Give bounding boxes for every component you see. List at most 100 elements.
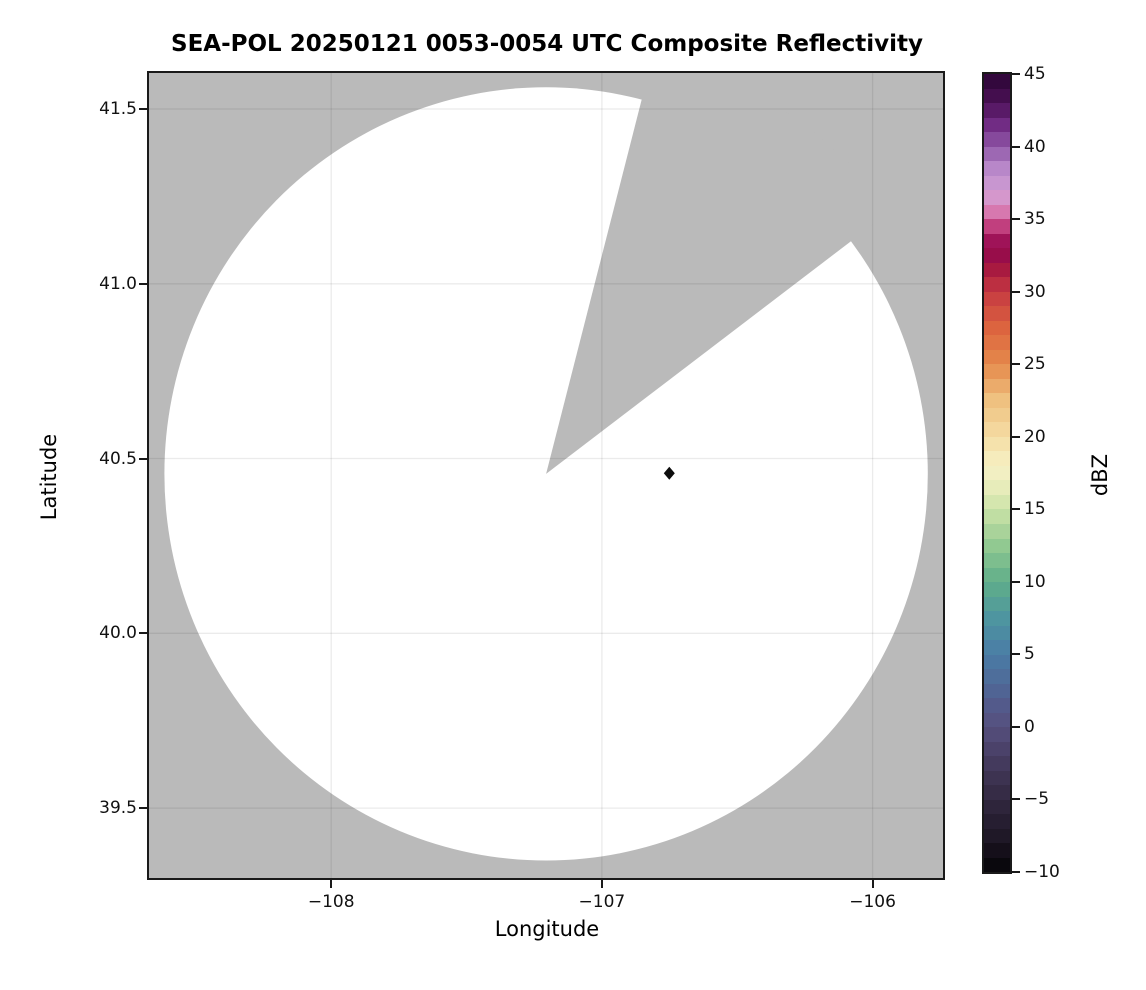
colorbar-band	[984, 219, 1010, 234]
colorbar-band	[984, 378, 1010, 394]
colorbar-band	[984, 538, 1010, 554]
colorbar-band	[984, 146, 1010, 162]
colorbar-band	[984, 349, 1010, 365]
colorbar-band	[984, 436, 1010, 452]
x-axis-label: Longitude	[494, 917, 600, 941]
colorbar-band	[984, 857, 1010, 873]
colorbar-band	[984, 596, 1010, 612]
colorbar-tick-mark	[1012, 73, 1020, 75]
colorbar-tick-label: −10	[1024, 862, 1060, 882]
colorbar-band	[984, 582, 1010, 597]
colorbar-tick-mark	[1012, 290, 1020, 293]
blocked-sector-wedge	[546, 73, 891, 474]
map-plot-area	[147, 71, 945, 880]
colorbar-tick-mark	[1012, 653, 1020, 656]
colorbar-band	[984, 625, 1010, 641]
colorbar-band	[984, 669, 1010, 684]
colorbar-band	[984, 335, 1010, 350]
colorbar-band	[984, 814, 1010, 829]
colorbar-band	[984, 756, 1010, 771]
colorbar-band	[984, 74, 1010, 89]
colorbar-band	[984, 248, 1010, 263]
colorbar-tick-label: 40	[1024, 136, 1046, 157]
colorbar-band	[984, 451, 1010, 466]
colorbar-band	[984, 465, 1010, 481]
colorbar-band	[984, 480, 1010, 495]
colorbar-band	[984, 132, 1010, 147]
colorbar-band	[984, 683, 1010, 699]
colorbar-tick-mark	[1012, 363, 1020, 366]
colorbar-tick-label: 35	[1024, 209, 1046, 230]
colorbar-band	[984, 117, 1010, 133]
colorbar-band	[984, 291, 1010, 307]
colorbar-band	[984, 654, 1010, 670]
radar-data-point-marker	[663, 466, 675, 480]
y-tick-mark	[139, 108, 147, 110]
colorbar-tick-mark	[1012, 580, 1020, 583]
x-tick-label: −107	[578, 892, 626, 912]
x-tick-label: −108	[307, 892, 355, 912]
radar-coverage-map	[149, 73, 943, 878]
colorbar-tick-label: 30	[1024, 281, 1046, 302]
colorbar-band	[984, 785, 1010, 800]
y-tick-label: 41.0	[99, 273, 137, 294]
x-tick-mark	[871, 880, 874, 888]
colorbar	[982, 72, 1012, 874]
colorbar-band	[984, 553, 1010, 568]
colorbar-band	[984, 843, 1010, 858]
colorbar-band	[984, 828, 1010, 844]
colorbar-band	[984, 262, 1010, 278]
colorbar-band	[984, 407, 1010, 423]
y-tick-label: 41.5	[99, 99, 137, 119]
colorbar-band	[984, 741, 1010, 757]
colorbar-tick-mark	[1012, 508, 1020, 511]
colorbar-tick-mark	[1012, 798, 1020, 801]
colorbar-tick-label: 45	[1024, 64, 1046, 84]
colorbar-band	[984, 770, 1010, 786]
y-tick-label: 40.5	[99, 448, 137, 469]
colorbar-tick-mark	[1012, 435, 1020, 438]
y-tick-mark	[139, 457, 147, 460]
colorbar-band	[984, 364, 1010, 379]
y-axis-label: Latitude	[37, 433, 61, 521]
colorbar-band	[984, 103, 1010, 118]
colorbar-band	[984, 88, 1010, 104]
colorbar-band	[984, 161, 1010, 176]
colorbar-tick-mark	[1012, 218, 1020, 221]
colorbar-tick-label: 0	[1024, 716, 1035, 737]
colorbar-band	[984, 799, 1010, 815]
colorbar-band	[984, 727, 1010, 742]
y-tick-label: 40.0	[99, 623, 137, 644]
colorbar-band	[984, 640, 1010, 655]
colorbar-band	[984, 509, 1010, 524]
colorbar-band	[984, 175, 1010, 191]
colorbar-tick-label: 25	[1024, 354, 1046, 375]
colorbar-band	[984, 190, 1010, 205]
x-tick-label: −106	[849, 892, 896, 912]
y-tick-label: 39.5	[99, 798, 137, 819]
colorbar-band	[984, 567, 1010, 583]
colorbar-band	[984, 422, 1010, 437]
colorbar-gradient	[984, 74, 1010, 873]
colorbar-band	[984, 611, 1010, 626]
colorbar-band	[984, 698, 1010, 713]
colorbar-band	[984, 393, 1010, 408]
colorbar-tick-mark	[1012, 871, 1020, 873]
colorbar-band	[984, 277, 1010, 292]
colorbar-band	[984, 306, 1010, 321]
colorbar-tick-label: 5	[1024, 644, 1035, 665]
colorbar-tick-label: 10	[1024, 571, 1046, 592]
colorbar-tick-label: −5	[1024, 789, 1050, 810]
y-tick-mark	[139, 807, 147, 810]
x-tick-mark	[330, 880, 333, 888]
colorbar-band	[984, 712, 1010, 728]
y-tick-mark	[139, 632, 147, 635]
page-title: SEA-POL 20250121 0053-0054 UTC Composite…	[171, 31, 923, 57]
x-tick-mark	[600, 880, 603, 888]
colorbar-band	[984, 233, 1010, 249]
y-tick-mark	[139, 282, 147, 285]
colorbar-band	[984, 523, 1010, 539]
colorbar-band	[984, 320, 1010, 336]
colorbar-label: dBZ	[1088, 453, 1112, 497]
